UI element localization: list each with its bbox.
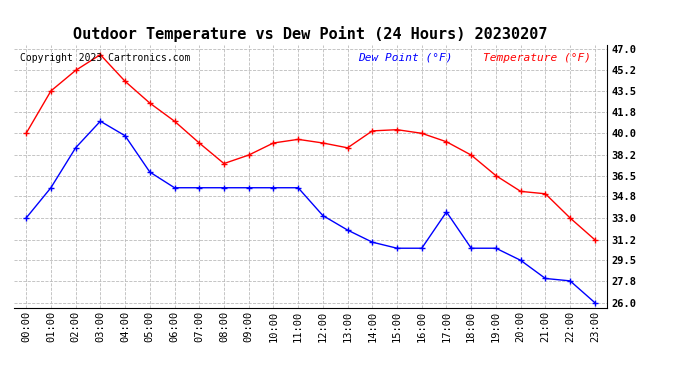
Text: Copyright 2023 Cartronics.com: Copyright 2023 Cartronics.com bbox=[20, 53, 190, 63]
Text: Temperature (°F): Temperature (°F) bbox=[482, 53, 591, 63]
Text: Dew Point (°F): Dew Point (°F) bbox=[358, 53, 453, 63]
Title: Outdoor Temperature vs Dew Point (24 Hours) 20230207: Outdoor Temperature vs Dew Point (24 Hou… bbox=[73, 27, 548, 42]
